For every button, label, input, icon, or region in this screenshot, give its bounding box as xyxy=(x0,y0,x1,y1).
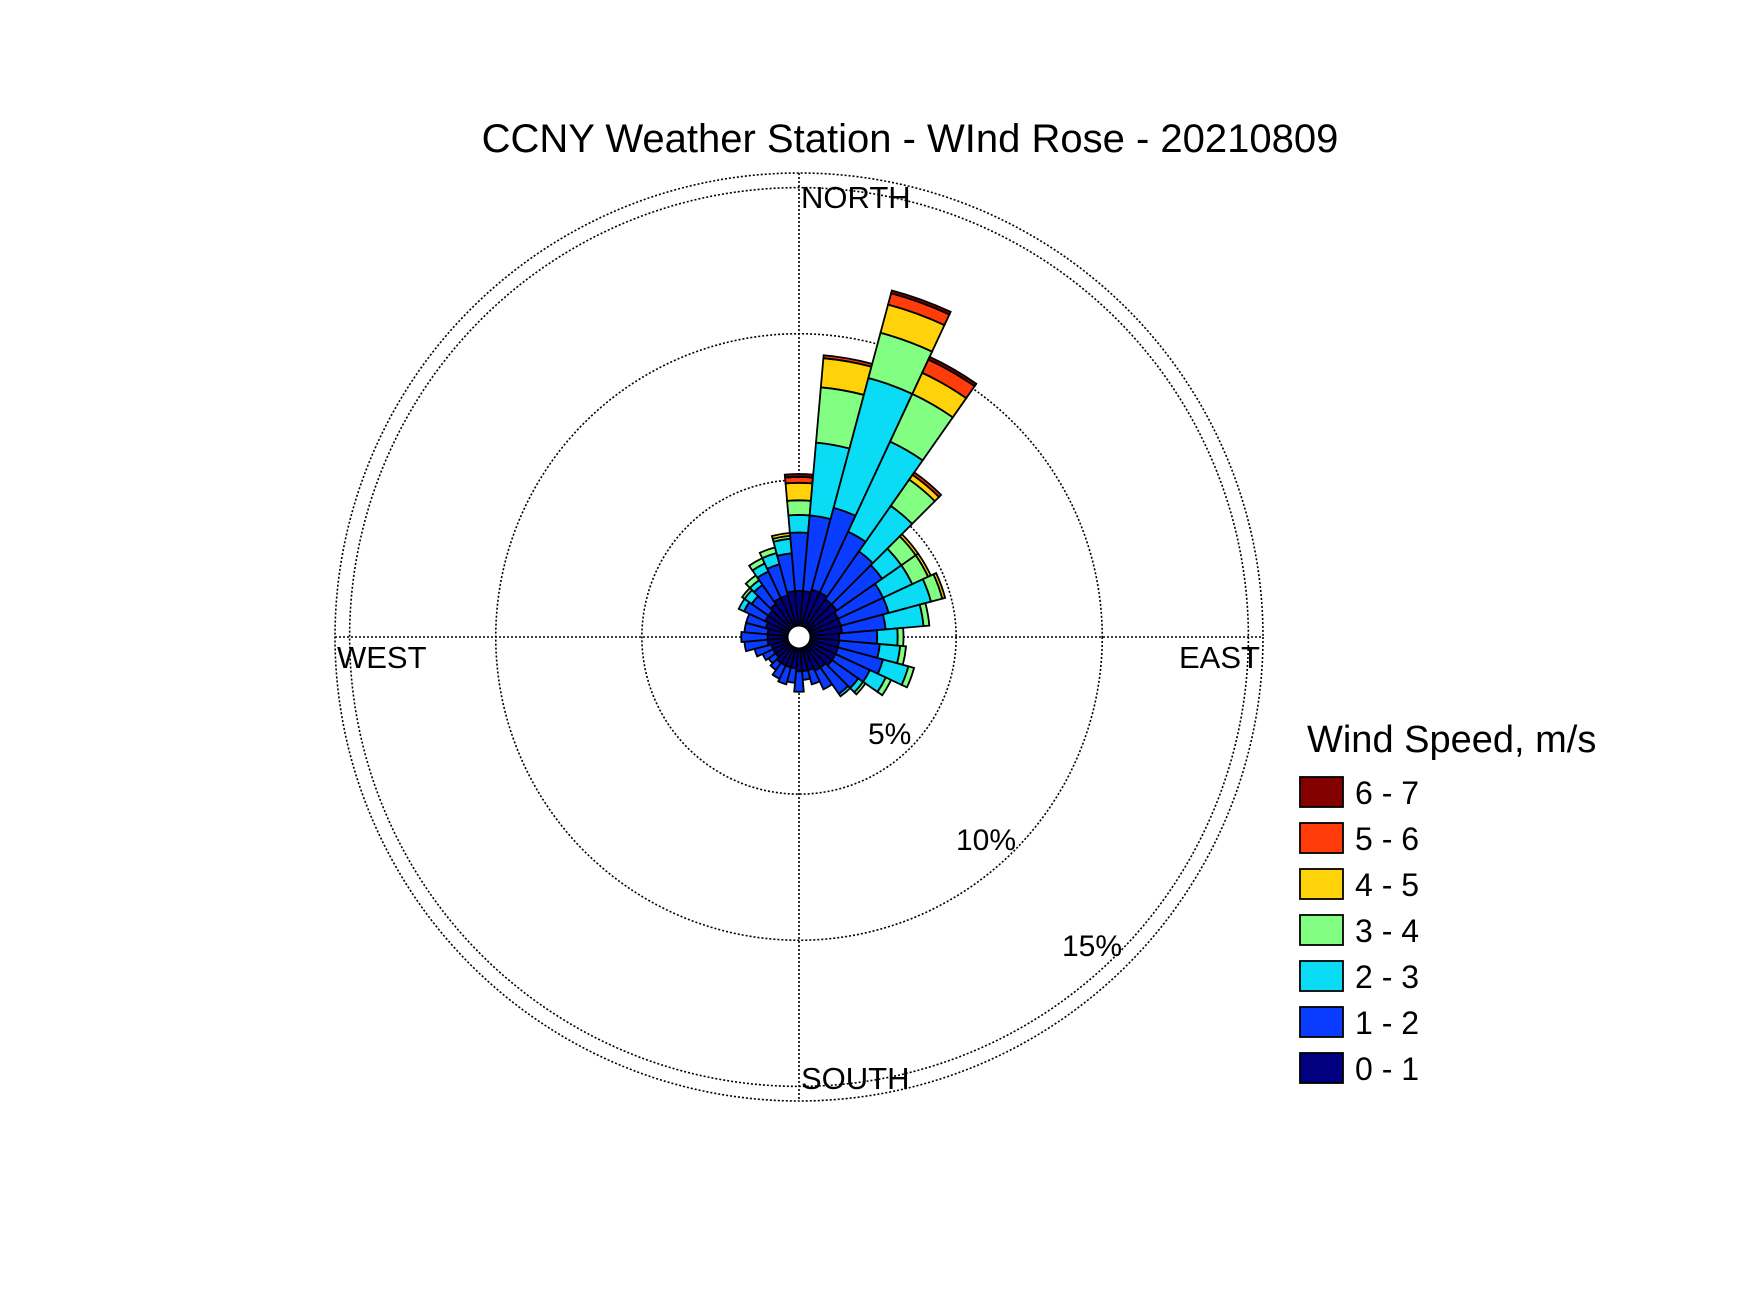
wind-bar-segment xyxy=(787,514,811,534)
direction-labels: NORTH EAST SOUTH WEST xyxy=(337,180,1260,1096)
wind-bar-segment xyxy=(784,481,814,502)
wind-bar-segment xyxy=(770,531,792,540)
wind-bar-segment xyxy=(786,499,812,517)
wind-bar-segment xyxy=(918,602,931,628)
legend-label: 0 - 1 xyxy=(1355,1051,1419,1087)
legend-swatch xyxy=(1299,776,1344,808)
center-hole xyxy=(787,625,811,649)
east-label: EAST xyxy=(1179,640,1260,675)
radial-tick-label: 5% xyxy=(868,718,911,751)
wind-bar-segment xyxy=(896,626,905,648)
north-label: NORTH xyxy=(801,180,911,215)
wind-bar-segment xyxy=(927,355,978,388)
legend-label: 3 - 4 xyxy=(1355,913,1419,949)
legend-swatch xyxy=(1299,960,1344,992)
wind-bar-segment xyxy=(911,471,943,499)
wind-bar-segment xyxy=(890,289,952,316)
legend-label: 4 - 5 xyxy=(1355,867,1419,903)
wind-bars xyxy=(737,289,978,698)
legend-label: 6 - 7 xyxy=(1355,775,1419,811)
legend-label: 1 - 2 xyxy=(1355,1005,1419,1041)
legend-title: Wind Speed, m/s xyxy=(1307,719,1596,761)
wind-bar-segment xyxy=(783,473,815,479)
wind-bar-segment xyxy=(932,571,947,600)
south-label: SOUTH xyxy=(801,1061,910,1096)
wind-bar-segment xyxy=(875,627,899,647)
wind-bar-segment xyxy=(777,664,792,686)
legend-label: 2 - 3 xyxy=(1355,959,1419,995)
legend-swatch xyxy=(1299,1006,1344,1038)
radial-tick-labels: 5% 10% 15% xyxy=(868,718,1122,963)
legend-swatch xyxy=(1299,1052,1344,1084)
legend-swatch xyxy=(1299,868,1344,900)
west-label: WEST xyxy=(337,640,427,675)
wind-bar-segment xyxy=(769,657,783,672)
legend-swatch xyxy=(1299,822,1344,854)
wind-bar-segment xyxy=(853,680,867,696)
wind-bar-segment xyxy=(813,666,834,691)
radial-tick-label: 15% xyxy=(1062,930,1122,963)
radial-tick-label: 10% xyxy=(956,824,1016,857)
wind-bar-segment xyxy=(806,666,821,686)
wind-bar-segment xyxy=(771,661,787,680)
legend: 6 - 7 5 - 6 4 - 5 3 - 4 2 - 3 1 - 2 0 - 1 xyxy=(1299,775,1419,1087)
chart-title: CCNY Weather Station - WInd Rose - 20210… xyxy=(482,117,1339,161)
legend-label: 5 - 6 xyxy=(1355,821,1419,857)
wind-bar-segment xyxy=(876,676,893,697)
legend-swatch xyxy=(1299,914,1344,946)
wind-bar-segment xyxy=(793,670,805,693)
wind-bar-segment xyxy=(837,684,852,698)
wind-bar-segment xyxy=(900,665,916,689)
